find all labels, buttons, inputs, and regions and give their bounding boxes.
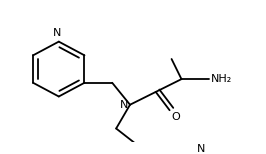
Text: N: N (120, 100, 128, 110)
Text: N: N (197, 144, 206, 154)
Text: N: N (53, 28, 61, 38)
Text: O: O (172, 112, 180, 122)
Text: NH₂: NH₂ (211, 74, 232, 84)
